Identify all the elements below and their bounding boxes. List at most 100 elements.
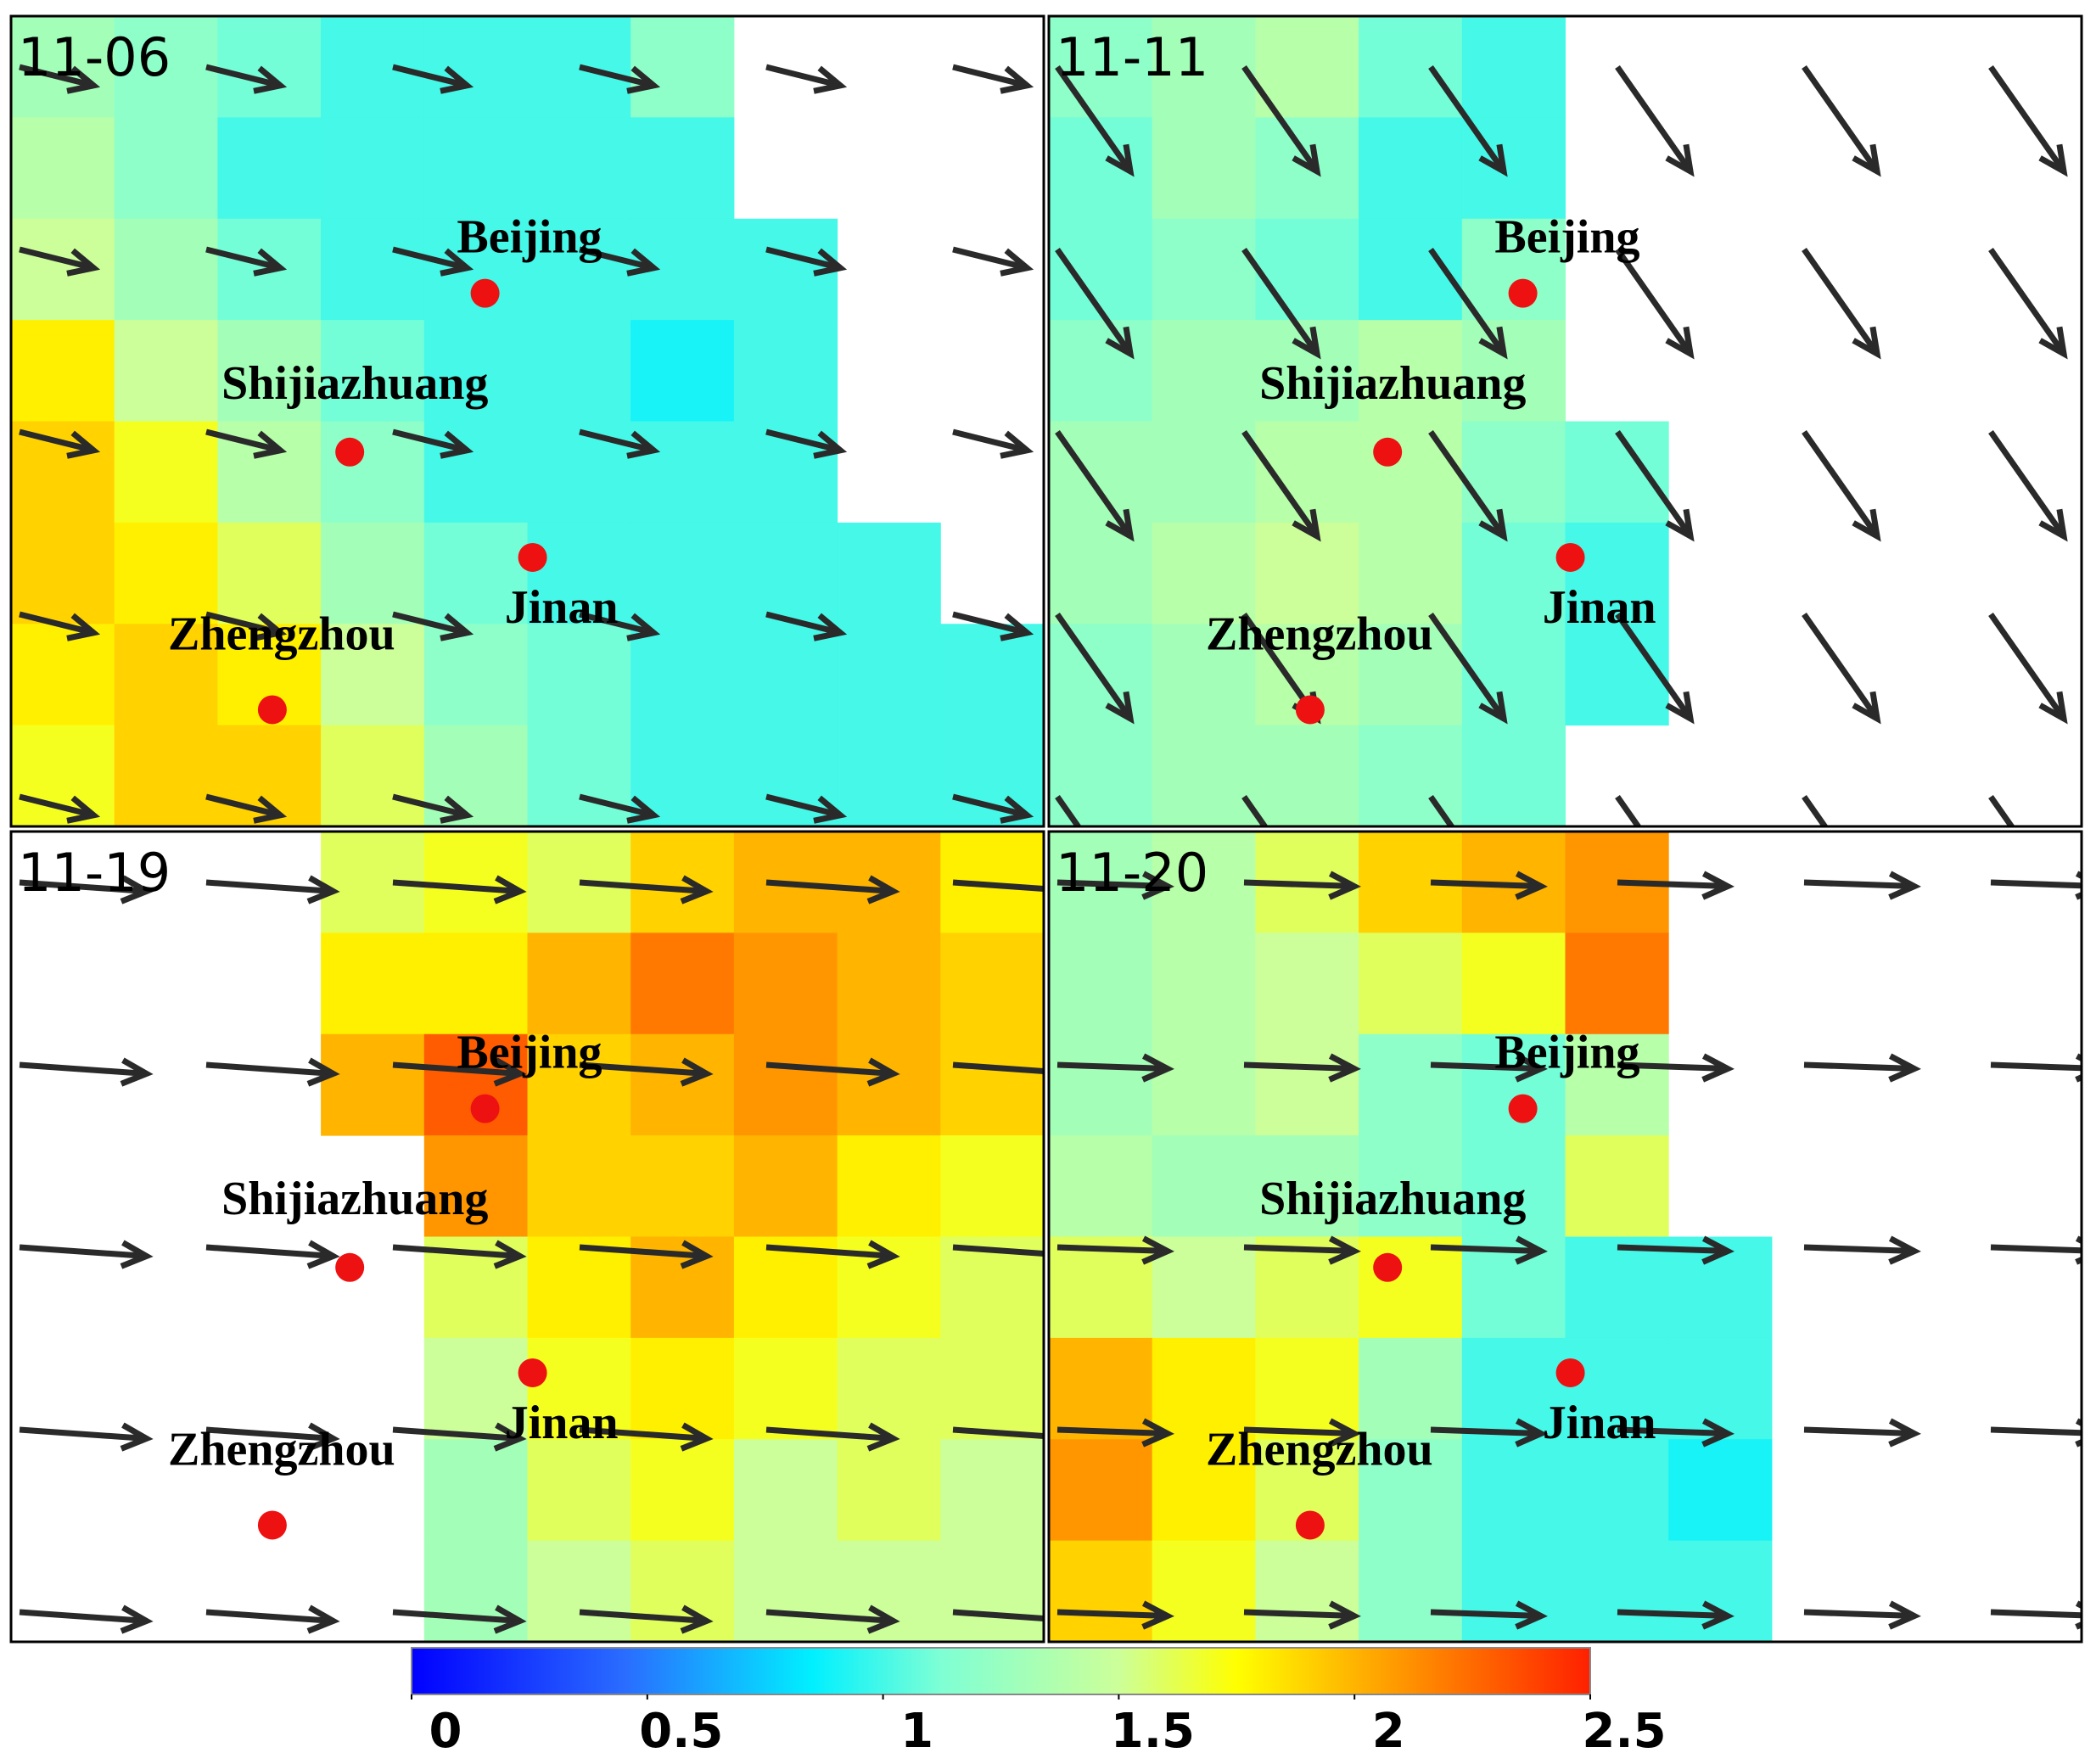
grid-cell: [1359, 1337, 1463, 1440]
city-label: Zhengzhou: [168, 608, 395, 660]
grid-cell: [1461, 1135, 1566, 1237]
grid-cell: [1255, 522, 1359, 624]
grid-cell: [1049, 932, 1153, 1035]
city-label: Shijiazhuang: [221, 357, 488, 410]
grid-cell: [1049, 1236, 1153, 1339]
wind-arrow: [19, 1244, 147, 1259]
arrow-head: [120, 1240, 154, 1269]
grid-cell: [940, 1439, 1044, 1542]
arrow-head: [1105, 508, 1135, 542]
grid-cell: [1461, 16, 1566, 118]
colorbar-tick-label: 0: [429, 1704, 462, 1759]
wind-arrow: [1988, 612, 2066, 720]
map-panel: Beijing Shijiazhuang Jinan Zhengzhou 11-11: [1047, 14, 2083, 828]
wind-arrow: [392, 246, 468, 272]
grid-cell: [1359, 624, 1463, 726]
arrow-head: [1665, 326, 1695, 360]
wind-arrow: [1241, 247, 1320, 356]
arrow-head: [866, 1240, 900, 1269]
arrow-head: [1292, 143, 1321, 177]
arrow-head: [1328, 1418, 1361, 1448]
arrow-head: [1328, 1235, 1361, 1265]
grid-cell: [1565, 1135, 1669, 1237]
arrow-head: [680, 1240, 714, 1269]
arrow-head: [626, 65, 661, 94]
grid-cell: [1152, 1135, 1256, 1237]
grid-cell: [837, 1337, 941, 1440]
grid-cell: [733, 1337, 838, 1440]
wind-arrow: [579, 793, 655, 819]
arrow-head: [1665, 143, 1695, 177]
grid-cell: [423, 725, 528, 826]
arrow-head: [1141, 1600, 1174, 1630]
wind-arrow: [392, 1426, 520, 1442]
wind-arrow: [579, 246, 655, 272]
arrow-head: [1701, 1053, 1735, 1083]
grid-cell: [837, 932, 941, 1035]
grid-cell: [837, 832, 941, 933]
wind-arrow: [1988, 429, 2066, 538]
grid-cell: [217, 16, 322, 118]
grid-cell: [1461, 421, 1566, 524]
wind-arrow: [952, 1244, 1044, 1257]
wind-arrow: [579, 1609, 707, 1624]
arrow-head: [1105, 143, 1135, 177]
arrow-head: [1141, 1235, 1174, 1265]
city-label: Zhengzhou: [1206, 1423, 1433, 1476]
grid-cell: [1359, 1135, 1463, 1237]
map-panel: Beijing Shijiazhuang Jinan Zhengzhou 11-20: [1047, 830, 2083, 1644]
grid-cell: [1565, 1540, 1669, 1642]
arrow-head: [1478, 691, 1508, 725]
colorbar-tick-label: 2.5: [1582, 1704, 1666, 1759]
arrow-head: [813, 430, 848, 459]
wind-arrow: [1430, 1061, 1542, 1072]
arrow-head: [120, 1604, 154, 1634]
wind-arrow: [19, 793, 95, 819]
grid-cell: [1049, 1540, 1153, 1642]
grid-cell: [940, 1135, 1044, 1237]
grid-cell: [1255, 1033, 1359, 1136]
grid-cell: [1152, 725, 1256, 826]
arrow-head: [1141, 1418, 1174, 1448]
grid-cell: [1359, 117, 1463, 220]
grid-cell: [1049, 320, 1153, 422]
arrow-head: [1141, 871, 1174, 900]
grid-cell: [837, 1033, 941, 1136]
arrow-head: [680, 1057, 714, 1087]
grid-cell: [423, 16, 528, 118]
city-dot: [518, 1358, 547, 1387]
grid-cell: [733, 624, 838, 726]
arrow-head: [1665, 691, 1695, 725]
grid-cell: [527, 1236, 631, 1339]
grid-cell: [321, 932, 425, 1035]
arrow-head: [493, 1422, 527, 1452]
wind-arrow: [1430, 1609, 1542, 1620]
wind-arrow: [765, 611, 842, 636]
wind-arrow: [952, 879, 1044, 892]
grid-cell: [527, 624, 631, 726]
wind-arrow: [952, 64, 1028, 89]
grid-cell: [423, 320, 528, 422]
grid-cell: [217, 320, 322, 422]
grid-cell: [940, 1337, 1044, 1440]
grid-cell: [11, 421, 115, 524]
grid-cell: [1359, 16, 1463, 118]
wind-arrow: [1056, 879, 1168, 890]
wind-arrow: [19, 879, 147, 894]
wind-arrow: [19, 1061, 147, 1077]
wind-arrow: [1990, 879, 2082, 889]
grid-cell: [630, 1135, 735, 1237]
grid-cell: [733, 1439, 838, 1542]
wind-arrow: [392, 879, 520, 894]
arrow-head: [1701, 1418, 1735, 1448]
arrow-head: [1478, 326, 1508, 360]
wind-arrow: [1243, 1609, 1355, 1620]
grid-cell: [837, 1439, 941, 1542]
arrow-head: [253, 65, 288, 94]
arrow-head: [1328, 1600, 1361, 1630]
grid-cell: [1565, 1236, 1669, 1339]
arrow-head: [866, 875, 900, 904]
wind-arrow: [1241, 64, 1320, 173]
city-label: Jinan: [505, 1397, 619, 1449]
wind-arrow: [579, 1244, 707, 1259]
